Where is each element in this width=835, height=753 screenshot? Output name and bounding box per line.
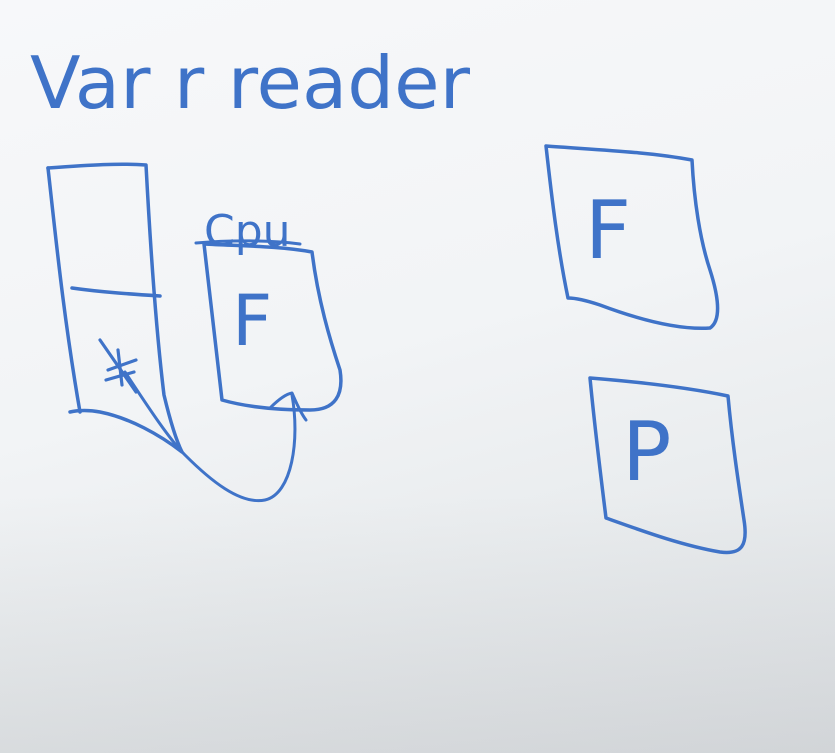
title-text: Var r reader bbox=[30, 41, 470, 125]
box-f bbox=[544, 144, 720, 331]
pointer-arrow bbox=[123, 370, 308, 503]
pointer-asterisk bbox=[98, 338, 138, 394]
box-p-letter: P bbox=[622, 405, 671, 500]
box-p bbox=[588, 376, 747, 555]
copy-box bbox=[202, 242, 343, 412]
box-f-letter: F bbox=[585, 184, 631, 277]
pointer-mark-label: * bbox=[0, 0, 1, 1]
memory-stack-box bbox=[46, 162, 184, 454]
copy-box-letter: F bbox=[232, 280, 272, 362]
cpu-underline bbox=[194, 239, 302, 246]
